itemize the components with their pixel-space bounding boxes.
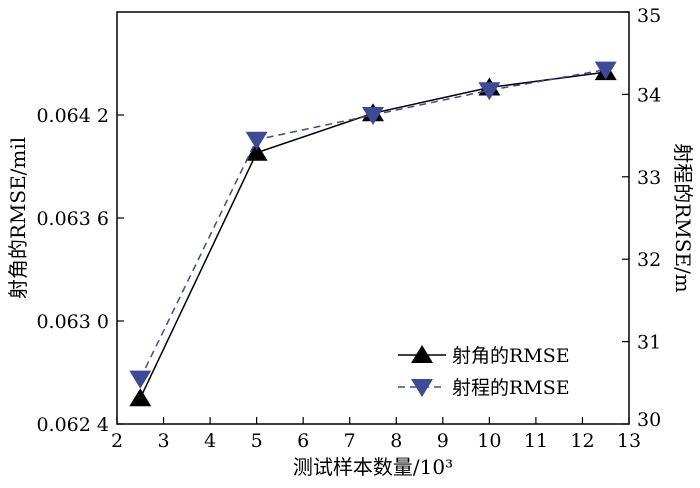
x-tick-label: 11 [524, 430, 548, 452]
x-tick-label: 5 [251, 430, 263, 452]
right-y-tick-label: 33 [637, 167, 661, 189]
right-y-tick-label: 31 [637, 332, 661, 354]
data-point-射程的RMSE [478, 82, 501, 101]
right-y-tick-label: 30 [637, 409, 661, 431]
x-axis-label: 测试样本数量/10³ [293, 455, 453, 479]
x-tick-label: 7 [344, 430, 356, 452]
right-y-axis-label: 射程的RMSE/m [671, 143, 695, 293]
x-tick-label: 6 [297, 430, 309, 452]
left-y-tick-label: 0.062 4 [36, 414, 109, 436]
data-point-射角的RMSE [245, 142, 268, 161]
x-tick-label: 13 [617, 430, 641, 452]
left-y-tick-label: 0.063 0 [36, 311, 109, 333]
left-y-tick-label: 0.063 6 [36, 208, 109, 230]
right-y-tick-label: 32 [637, 249, 661, 271]
left-y-axis-label: 射角的RMSE/mil [6, 137, 30, 299]
x-tick-label: 9 [437, 430, 449, 452]
series-layer [129, 61, 617, 407]
legend: 射角的RMSE 射程的RMSE [398, 345, 570, 399]
x-tick-label: 3 [157, 430, 169, 452]
right-y-tick-label: 34 [637, 84, 661, 106]
x-axis: 2 3 4 5 6 7 8 9 10 11 12 13 [111, 417, 641, 452]
data-point-射程的RMSE [129, 370, 152, 389]
x-tick-label: 10 [477, 430, 501, 452]
data-point-射程的RMSE [245, 131, 268, 150]
legend-label-射角的RMSE: 射角的RMSE [452, 345, 570, 367]
data-point-射角的RMSE [129, 388, 152, 407]
data-point-射程的RMSE [594, 61, 617, 80]
x-tick-label: 12 [570, 430, 594, 452]
right-y-tick-label: 35 [637, 5, 661, 27]
x-tick-label: 8 [390, 430, 402, 452]
legend-marker-射程的RMSE [411, 379, 433, 397]
legend-label-射程的RMSE: 射程的RMSE [452, 377, 570, 399]
x-tick-label: 4 [204, 430, 216, 452]
legend-marks [398, 345, 446, 397]
legend-marker-射角的RMSE [411, 345, 433, 363]
left-y-axis: 0.062 4 0.063 0 0.063 6 0.064 2 [36, 105, 124, 436]
data-point-射程的RMSE [362, 107, 384, 125]
left-y-tick-label: 0.064 2 [36, 105, 109, 127]
x-tick-label: 2 [111, 430, 123, 452]
right-y-axis: 30 31 32 33 34 35 [622, 5, 661, 431]
